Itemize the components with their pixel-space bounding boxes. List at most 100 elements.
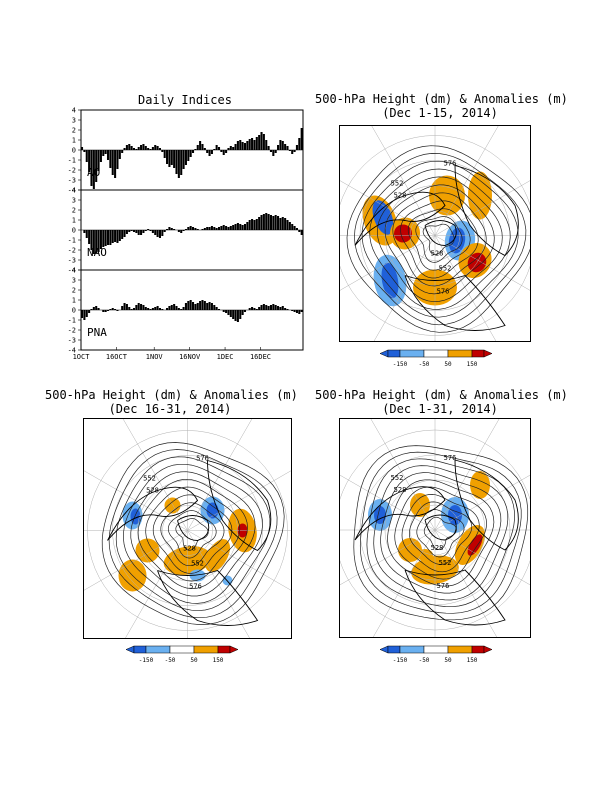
- index-bar: [298, 138, 301, 150]
- meridian: [84, 530, 188, 591]
- index-bar: [201, 229, 204, 230]
- index-bar: [206, 150, 209, 153]
- meridian: [187, 530, 250, 638]
- contour-label: 576: [437, 582, 450, 590]
- y-tick-label: 1: [72, 137, 76, 145]
- y-tick-label: -1: [68, 317, 76, 325]
- index-bar: [116, 150, 119, 169]
- index-bar: [229, 146, 232, 150]
- index-bar: [170, 228, 173, 230]
- coastline: [404, 569, 506, 626]
- contour-label: 576: [444, 454, 457, 462]
- index-bar: [90, 309, 93, 310]
- anomaly-region: [394, 224, 412, 243]
- index-bar: [144, 146, 147, 150]
- index-bar: [106, 310, 110, 311]
- x-tick-label: 1OCT: [73, 353, 91, 360]
- colorbar-segment: [169, 645, 195, 654]
- index-bar: [97, 308, 100, 310]
- index-bar: [180, 309, 183, 310]
- index-bar: [109, 150, 112, 168]
- index-bar: [232, 225, 235, 230]
- index-bar: [168, 306, 171, 310]
- colorbar-label: 150: [467, 361, 478, 368]
- index-bar: [236, 141, 239, 150]
- index-bar: [269, 305, 272, 310]
- index-bar: [274, 150, 277, 153]
- index-bar: [279, 218, 282, 230]
- index-panel-label: AO: [87, 166, 100, 179]
- index-bar: [203, 148, 206, 150]
- index-bar: [288, 150, 291, 151]
- contour-label: 576: [437, 288, 450, 296]
- index-bar: [156, 230, 159, 237]
- index-bar: [99, 150, 102, 162]
- index-bar: [192, 302, 195, 310]
- index-bar: [132, 308, 136, 310]
- index-bar: [277, 216, 280, 230]
- index-bar: [90, 150, 93, 186]
- map-panel-dec16-31: 576 552 528 576 552 528: [83, 418, 292, 639]
- height-contour: [373, 465, 509, 601]
- index-bar: [99, 230, 102, 249]
- index-bar: [106, 150, 110, 160]
- index-bar: [97, 230, 100, 252]
- index-bar: [260, 132, 263, 150]
- index-bar: [246, 222, 249, 230]
- y-tick-label: -2: [68, 327, 76, 335]
- coastline: [177, 515, 210, 541]
- colorbar-label: -50: [419, 657, 430, 664]
- index-bar: [272, 304, 275, 310]
- index-bar: [227, 148, 230, 150]
- height-contour: [415, 216, 463, 263]
- index-bar: [196, 303, 199, 310]
- index-bar: [267, 214, 270, 230]
- contour-label: 552: [191, 560, 204, 568]
- index-bar: [286, 309, 289, 310]
- index-bar: [95, 150, 98, 182]
- height-contour: [160, 502, 225, 567]
- index-bar: [295, 228, 298, 230]
- colorbar-arrow-left: [379, 349, 389, 358]
- index-bar: [142, 230, 145, 233]
- index-bar: [208, 150, 211, 156]
- index-bar: [189, 300, 192, 310]
- map2-title: 500-hPa Height (dm) & Anomalies (m): [45, 388, 298, 402]
- contour-label: 528: [394, 192, 407, 200]
- height-contour: [366, 458, 515, 608]
- anomaly-region: [410, 493, 430, 517]
- index-bar: [158, 308, 161, 310]
- index-bar: [291, 310, 294, 311]
- index-bar: [92, 150, 95, 189]
- coastline: [107, 486, 199, 541]
- index-bar: [189, 226, 192, 230]
- index-bar: [102, 150, 105, 156]
- index-bar: [258, 217, 261, 230]
- index-bar: [149, 309, 152, 310]
- colorbar-label: 150: [467, 657, 478, 664]
- index-bar: [151, 147, 154, 150]
- index-bar: [262, 304, 265, 310]
- index-bar: [206, 303, 209, 310]
- colorbar-arrow-right: [229, 645, 239, 654]
- meridian: [434, 126, 499, 236]
- y-tick-label: -4: [68, 347, 76, 355]
- index-bar: [189, 150, 192, 157]
- height-contour: [387, 479, 495, 587]
- colorbar-segment: [217, 645, 231, 654]
- map3-title: 500-hPa Height (dm) & Anomalies (m): [315, 388, 568, 402]
- index-bar: [194, 304, 197, 310]
- coastline: [354, 486, 446, 541]
- index-bar: [118, 150, 121, 159]
- index-bar: [243, 224, 247, 230]
- index-bar: [158, 230, 161, 238]
- y-tick-label: -1: [68, 157, 76, 165]
- index-bar: [177, 230, 180, 232]
- contour-label: 528: [431, 544, 444, 552]
- indices-title: Daily Indices: [138, 93, 232, 107]
- height-contour: [380, 472, 502, 594]
- index-bar: [173, 150, 176, 168]
- height-contour: [167, 510, 217, 559]
- height-contour: [101, 442, 285, 625]
- index-bar: [187, 227, 190, 230]
